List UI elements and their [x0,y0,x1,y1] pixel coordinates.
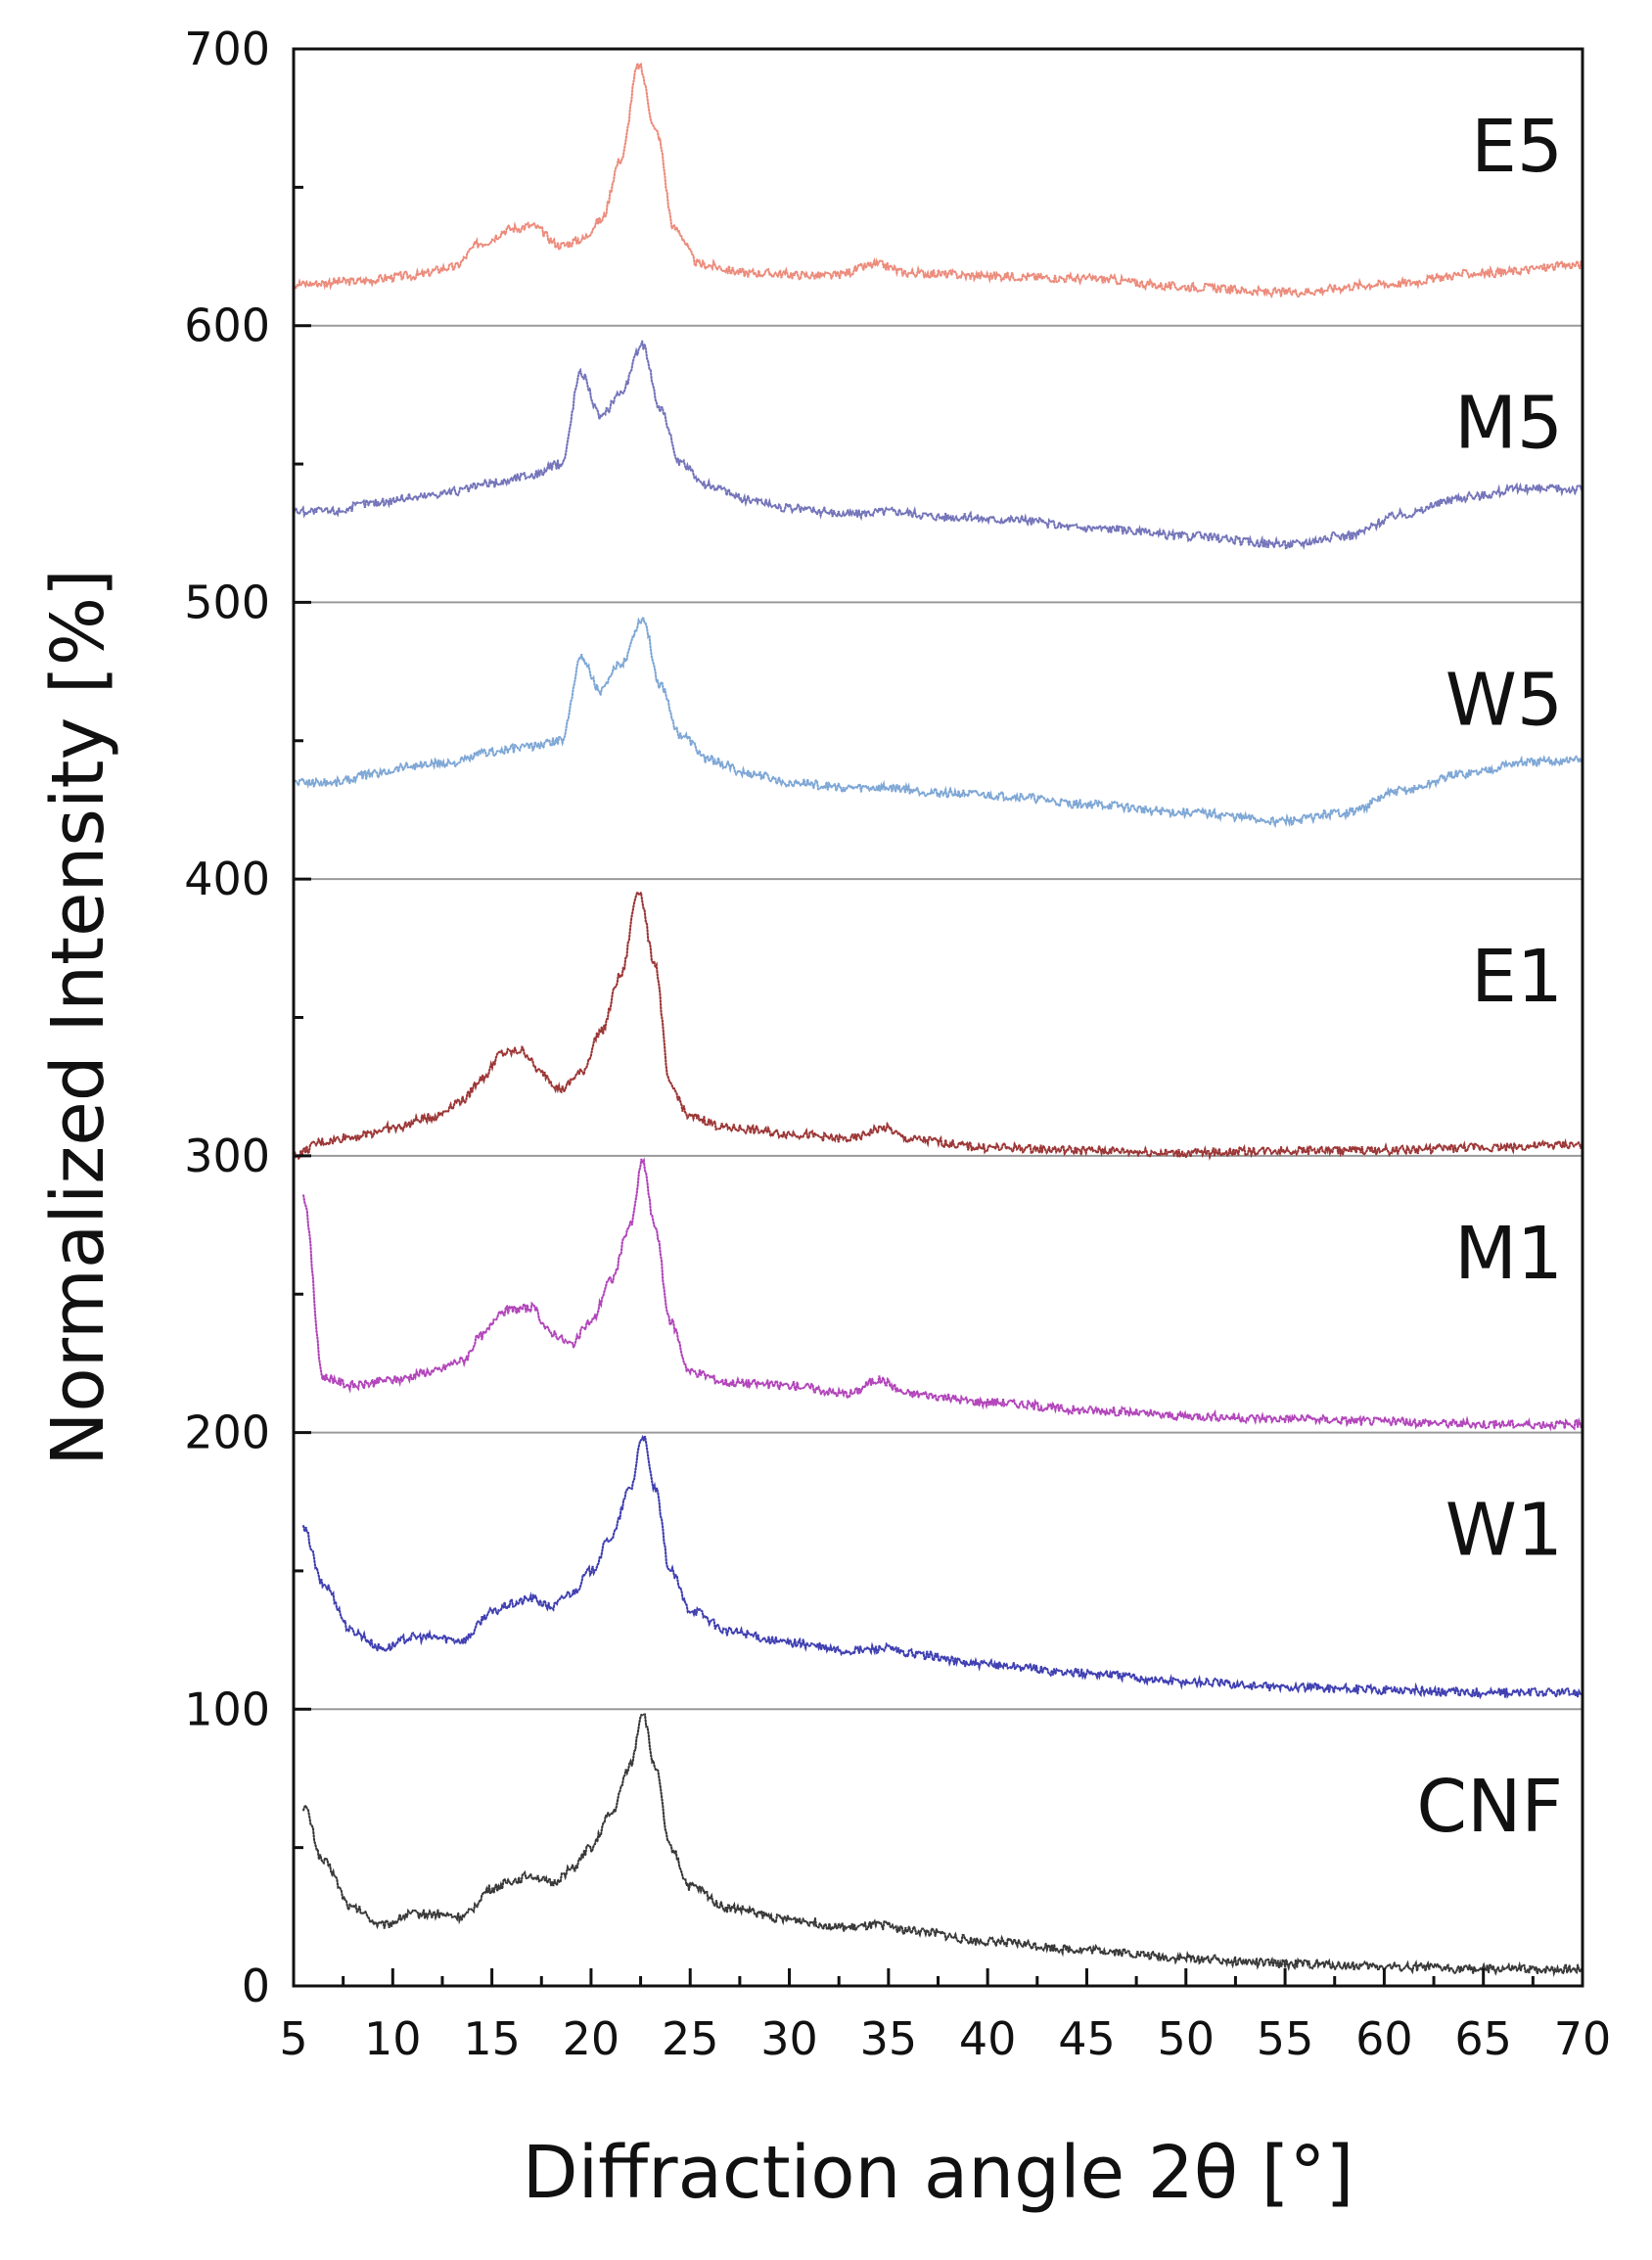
x-tick-label: 55 [1257,2012,1314,2065]
x-tick-label: 30 [760,2012,818,2065]
series-layer [292,63,1583,1978]
series-trace-m1 [302,1157,1583,1432]
series-trace-m5 [292,340,1583,552]
x-tick-label: 25 [662,2012,719,2065]
x-tick-label: 70 [1554,2012,1612,2065]
series-label-w1: W1 [1446,1489,1563,1573]
series-trace-w1 [302,1434,1583,1700]
band-separators [294,324,1583,1711]
series-trace-e5 [292,63,1583,300]
series-label-m5: M5 [1454,382,1563,466]
y-tick-label: 600 [184,300,270,352]
x-tick-label: 50 [1157,2012,1215,2065]
series-trace-e1 [292,889,1583,1161]
y-tick-label: 500 [184,576,270,628]
series-label-e1: E1 [1471,935,1563,1019]
x-tick-label: 10 [364,2012,422,2065]
plot-frame [292,47,1584,1988]
series-line-e1 [293,891,1583,1160]
x-tick-label: 45 [1058,2012,1116,2065]
x-tick-label: 40 [959,2012,1017,2065]
x-tick-label: 60 [1355,2012,1413,2065]
series-trace-cnf [302,1713,1583,1978]
y-tick-label: 700 [184,23,270,75]
series-line-w1 [302,1436,1583,1699]
series-labels: CNF W1 M1 E1 W5 M5 E5 [1416,105,1563,1849]
axis-tick-labels: 5 10 15 20 25 30 35 40 45 50 55 60 65 700100200300400… [184,23,1611,2065]
y-tick-label: 300 [184,1130,270,1182]
y-tick-label: 100 [184,1683,270,1735]
x-tick-label: 65 [1454,2012,1512,2065]
series-line-w5 [293,617,1583,827]
x-tick-label: 5 [279,2012,307,2065]
series-line-e5 [293,63,1583,298]
series-line-m1 [302,1158,1583,1430]
series-label-m1: M1 [1454,1212,1563,1296]
x-axis-title: Diffraction angle 2θ [°] [523,2131,1354,2215]
series-line-cnf [302,1714,1583,1975]
y-axis-title: Normalized Intensity [%] [36,569,120,1466]
x-tick-label: 15 [463,2012,521,2065]
x-tick-label: 20 [563,2012,620,2065]
series-trace-w5 [292,617,1583,829]
series-label-cnf: CNF [1416,1765,1563,1849]
series-label-e5: E5 [1471,105,1563,189]
y-tick-label: 0 [242,1960,270,2012]
y-tick-label: 400 [184,853,270,905]
x-tick-label: 35 [860,2012,918,2065]
series-line-m5 [293,341,1583,550]
y-tick-label: 200 [184,1407,270,1459]
axis-ticks [292,47,1584,1988]
series-label-w5: W5 [1446,658,1563,742]
